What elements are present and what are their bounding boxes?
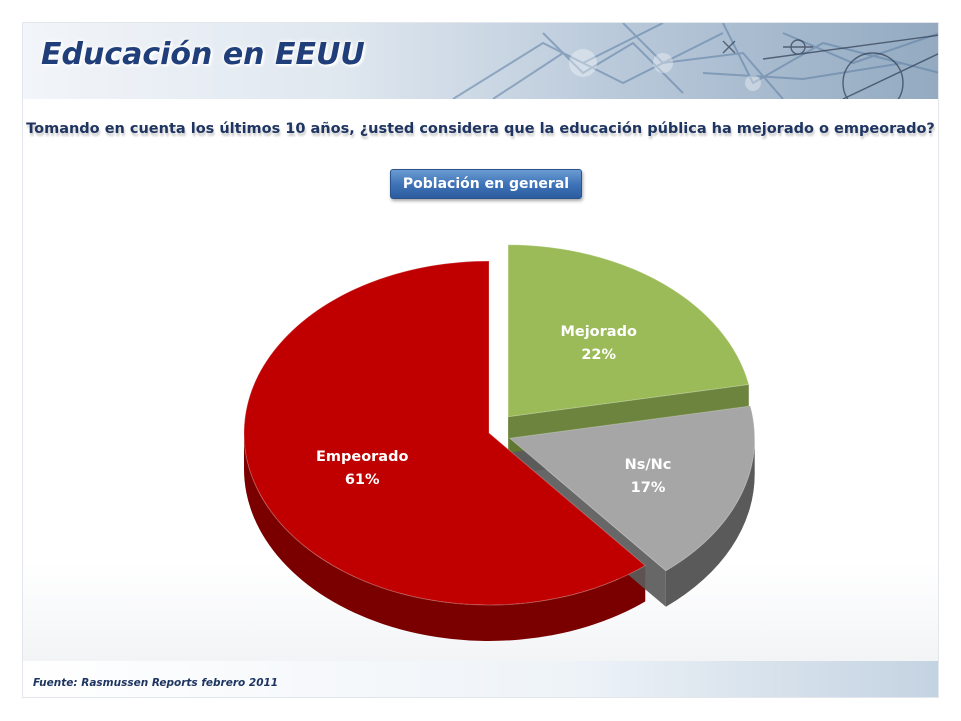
- pie-slice-empeorado: [243, 260, 647, 606]
- value-label-nsnc: 17%: [631, 480, 666, 496]
- pie-slice-nsnc: [508, 405, 756, 572]
- value-label-mejorado: 22%: [581, 347, 616, 363]
- population-button[interactable]: Población en general: [390, 169, 582, 199]
- source-note: Fuente: Rasmussen Reports febrero 2011: [33, 677, 279, 689]
- footer: Fuente: Rasmussen Reports febrero 2011: [23, 661, 938, 697]
- pie-slice-mejorado: [507, 244, 750, 418]
- pie-side-nsnc-0: [665, 438, 755, 607]
- slide-title: Educación en EEUU: [41, 37, 365, 72]
- survey-question: Tomando en cuenta los últimos 10 años, ¿…: [26, 121, 935, 137]
- label-nsnc: Ns/Nc: [625, 457, 672, 473]
- pie-chart: Mejorado 22% Ns/Nc 17% Empeorado 61%: [243, 244, 756, 641]
- label-empeorado: Empeorado: [316, 449, 409, 465]
- value-label-empeorado: 61%: [345, 472, 380, 488]
- header-decoration: [452, 23, 938, 99]
- label-mejorado: Mejorado: [560, 324, 637, 340]
- header-banner: Educación en EEUU: [23, 23, 938, 99]
- pie-side-empeorado-0: [244, 433, 646, 641]
- slide: Educación en EEUU Tomando en cuenta los …: [22, 22, 939, 698]
